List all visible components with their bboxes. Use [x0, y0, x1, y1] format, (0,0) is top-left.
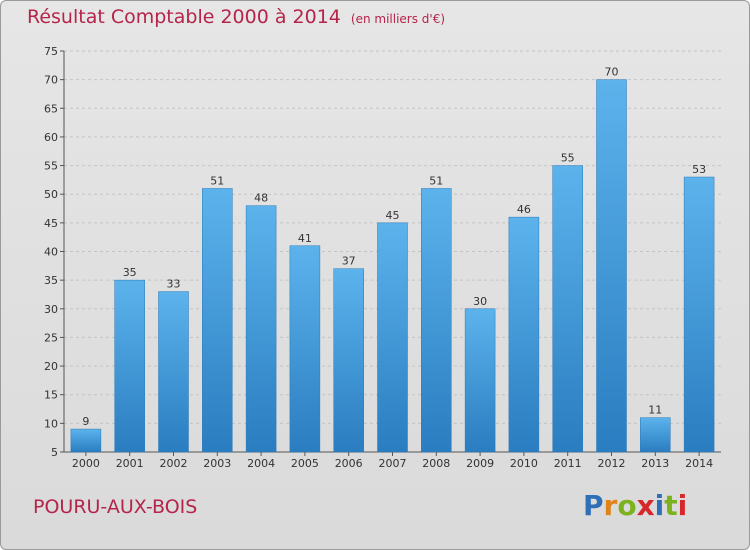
data-label-2000: 9	[82, 415, 89, 428]
x-tick-label: 2013	[641, 457, 669, 470]
bar-2011	[552, 165, 583, 453]
y-tick-label: 30	[44, 303, 58, 316]
x-tick-label: 2010	[510, 457, 538, 470]
logo-letter: r	[603, 489, 618, 522]
y-tick-label: 20	[44, 360, 58, 373]
logo-letter: i	[677, 489, 688, 522]
y-tick-label: 10	[44, 417, 58, 430]
bar-2006	[333, 268, 364, 453]
data-label-2004: 48	[254, 192, 268, 205]
y-tick-label: 65	[44, 102, 58, 115]
bar-2002	[158, 291, 189, 453]
data-label-2012: 70	[605, 66, 619, 79]
x-tick-label: 2012	[598, 457, 626, 470]
x-tick-label: 2008	[422, 457, 450, 470]
data-labels: 9 35 33 51 48 41 37 45 51 30 46 55 70 11 53	[82, 66, 706, 428]
data-label-2011: 55	[561, 152, 575, 165]
x-tick-label: 2004	[247, 457, 275, 470]
y-tick-label: 15	[44, 389, 58, 402]
data-label-2005: 41	[298, 232, 312, 245]
logo-letter: x	[636, 489, 655, 522]
data-label-2007: 45	[386, 209, 400, 222]
x-tick-label: 2003	[203, 457, 231, 470]
bar-2010	[508, 216, 540, 453]
data-label-2014: 53	[692, 163, 706, 176]
bar-2000	[70, 428, 102, 453]
x-tick-label: 2006	[335, 457, 363, 470]
y-tick-label: 70	[44, 74, 58, 87]
place-name: POURU-AUX-BOIS	[33, 496, 198, 518]
x-tick-label: 2014	[685, 457, 713, 470]
bar-2013	[640, 417, 671, 453]
data-label-2001: 35	[123, 266, 137, 279]
y-tick-label: 50	[44, 188, 58, 201]
y-tick-label: 45	[44, 217, 58, 230]
logo-letter: i	[654, 489, 665, 522]
data-label-2013: 11	[648, 404, 662, 417]
x-tick-label: 2001	[116, 457, 144, 470]
bar-2003	[202, 188, 233, 453]
chart-title-text: Résultat Comptable 2000 à 2014	[27, 6, 341, 28]
x-tick-label: 2009	[466, 457, 494, 470]
x-tick-label: 2011	[554, 457, 582, 470]
data-label-2009: 30	[473, 295, 487, 308]
x-tick-label: 2007	[379, 457, 407, 470]
data-label-2008: 51	[429, 174, 443, 187]
x-tick-label: 2002	[160, 457, 188, 470]
logo-letter: t	[664, 489, 678, 522]
y-tick-label: 60	[44, 131, 58, 144]
y-tick-label: 55	[44, 160, 58, 173]
bar-2014	[683, 176, 715, 453]
data-label-2003: 51	[210, 174, 224, 187]
bar-2005	[289, 245, 321, 453]
bars	[70, 79, 715, 453]
x-tick-label: 2000	[72, 457, 100, 470]
x-tick-label: 2005	[291, 457, 319, 470]
y-tick-label: 25	[44, 331, 58, 344]
bar-2008	[421, 188, 452, 453]
proxiti-logo: Proxiti	[583, 489, 687, 522]
y-tick-label: 40	[44, 246, 58, 259]
bar-2009	[464, 308, 496, 453]
y-tick-label: 35	[44, 274, 58, 287]
y-tick-label: 5	[51, 446, 58, 459]
logo-letter: o	[617, 489, 637, 522]
data-label-2010: 46	[517, 203, 531, 216]
bar-2004	[245, 205, 277, 453]
data-label-2002: 33	[167, 278, 181, 291]
chart-title: Résultat Comptable 2000 à 2014 (en millie…	[27, 6, 445, 28]
chart-unit: (en milliers d'€)	[350, 12, 446, 26]
y-tick-label: 75	[44, 45, 58, 58]
bar-2012	[596, 79, 627, 453]
data-label-2006: 37	[342, 255, 356, 268]
logo-letter: P	[583, 489, 604, 522]
bar-2001	[114, 279, 145, 453]
bar-2007	[377, 222, 408, 453]
